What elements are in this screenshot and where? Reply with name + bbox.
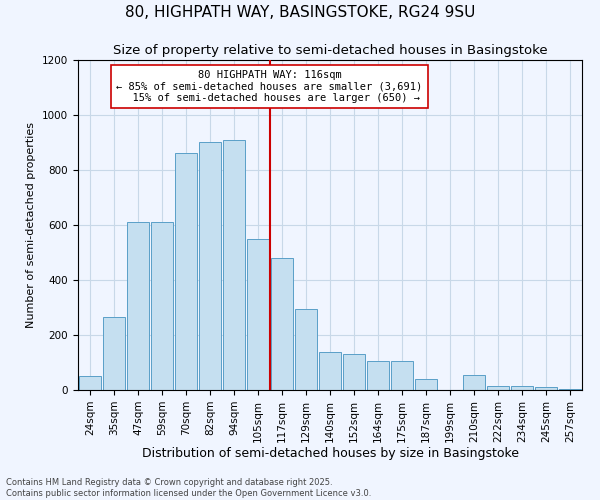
Bar	[559, 388, 581, 390]
Bar	[127, 222, 149, 390]
Bar	[511, 386, 533, 390]
Bar	[223, 140, 245, 390]
Bar	[535, 387, 557, 390]
Bar	[487, 386, 509, 390]
Bar	[271, 258, 293, 390]
Bar	[391, 361, 413, 390]
X-axis label: Distribution of semi-detached houses by size in Basingstoke: Distribution of semi-detached houses by …	[142, 448, 518, 460]
Text: Contains HM Land Registry data © Crown copyright and database right 2025.
Contai: Contains HM Land Registry data © Crown c…	[6, 478, 371, 498]
Bar	[199, 142, 221, 390]
Y-axis label: Number of semi-detached properties: Number of semi-detached properties	[26, 122, 37, 328]
Bar	[319, 352, 341, 390]
Bar	[103, 317, 125, 390]
Bar	[463, 375, 485, 390]
Title: Size of property relative to semi-detached houses in Basingstoke: Size of property relative to semi-detach…	[113, 44, 547, 58]
Bar	[175, 154, 197, 390]
Text: 80, HIGHPATH WAY, BASINGSTOKE, RG24 9SU: 80, HIGHPATH WAY, BASINGSTOKE, RG24 9SU	[125, 5, 475, 20]
Bar	[343, 354, 365, 390]
Bar	[79, 376, 101, 390]
Bar	[247, 239, 269, 390]
Text: 80 HIGHPATH WAY: 116sqm
← 85% of semi-detached houses are smaller (3,691)
  15% : 80 HIGHPATH WAY: 116sqm ← 85% of semi-de…	[116, 70, 422, 103]
Bar	[151, 222, 173, 390]
Bar	[415, 379, 437, 390]
Bar	[367, 361, 389, 390]
Bar	[295, 309, 317, 390]
